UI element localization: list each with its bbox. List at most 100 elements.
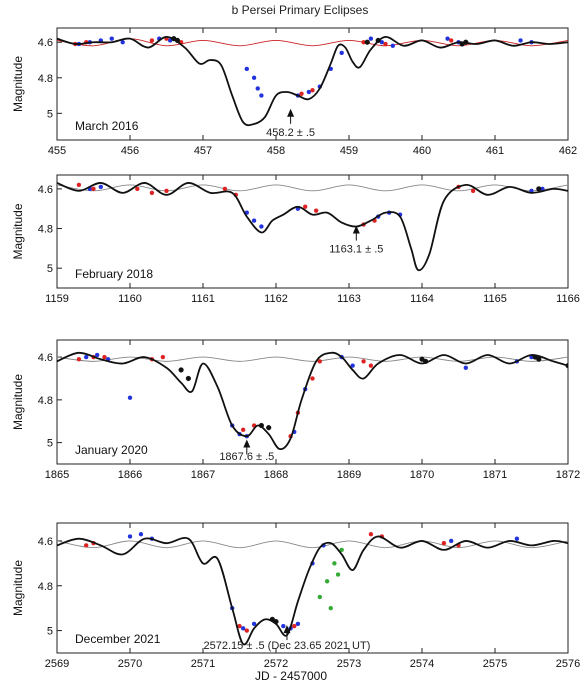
x-tick-label: 1871 (483, 469, 507, 481)
x-tick-label: 1865 (45, 469, 69, 481)
obs-point-blue (259, 224, 264, 229)
obs-point-green (328, 605, 333, 611)
x-tick-label: 457 (194, 145, 212, 157)
obs-point-blue (127, 534, 133, 539)
panel-frame (56, 27, 569, 141)
x-tick-label: 1868 (264, 469, 288, 481)
y-tick-label: 5 (47, 263, 53, 275)
panel-2: 1865 1866 1867 1868 1869 1870 1871 1872 4.6 4.8 5 M… (11, 339, 580, 481)
x-tick-label: 460 (413, 145, 431, 157)
obs-point-red (149, 190, 155, 196)
panel-epoch-label: December 2021 (75, 632, 161, 646)
x-tick-label: 1159 (45, 293, 69, 305)
y-axis-label: Magnitude (11, 374, 25, 430)
x-tick-label: 461 (486, 145, 504, 157)
obs-point-red (470, 188, 476, 194)
obs-point-blue (514, 536, 520, 541)
y-tick-label: 5 (47, 438, 53, 450)
plot-area (57, 532, 568, 646)
obs-point-red (222, 186, 228, 192)
obs-point-green (339, 547, 344, 553)
x-tick-label: 1166 (556, 293, 580, 305)
obs-point-blue (240, 626, 246, 631)
obs-point-red (240, 427, 246, 432)
y-tick-label: 4.6 (38, 352, 53, 364)
obs-point-black (178, 367, 184, 373)
panel-1: 1159 1160 1161 1162 1163 1164 1165 1166 4.6 4.8 5 M… (11, 174, 580, 305)
obs-point-blue (368, 36, 374, 41)
obs-point-red (449, 38, 454, 43)
obs-point-red (310, 376, 315, 381)
annotation-arrowhead (283, 625, 291, 634)
y-tick-label: 5 (47, 626, 53, 638)
annotation-label: 458.2 ± .5 (266, 127, 315, 139)
x-tick-label: 2571 (191, 658, 215, 670)
model-series-line (57, 35, 568, 127)
annotation-label: 1867.6 ± .5 (219, 451, 274, 463)
model-series-line (57, 535, 568, 646)
y-tick-label: 4.8 (38, 224, 53, 236)
panel-frame (56, 339, 569, 465)
y-tick-label: 4.8 (38, 581, 53, 593)
obs-point-blue (120, 40, 125, 45)
obs-point-red (299, 91, 304, 96)
obs-point-red (135, 186, 140, 192)
obs-point-blue (251, 621, 257, 627)
obs-point-red (102, 354, 107, 360)
obs-point-blue (518, 38, 523, 43)
obs-point-blue (94, 352, 100, 358)
y-axis-label: Magnitude (11, 203, 25, 259)
obs-point-blue (390, 43, 395, 48)
obs-point-blue (259, 93, 264, 98)
obs-point-blue (463, 365, 468, 370)
obs-point-blue (281, 623, 286, 629)
y-tick-label: 4.6 (38, 37, 53, 49)
y-tick-label: 4.6 (38, 184, 53, 196)
obs-point-black (185, 375, 192, 382)
x-tick-label: 1866 (118, 469, 142, 481)
obs-point-green (332, 561, 337, 566)
obs-point-blue (244, 66, 250, 72)
annotation-label: 2572.15 ± .5 (Dec 23.65 2021 UT) (204, 640, 371, 652)
y-axis-label: Magnitude (11, 560, 25, 616)
x-tick-label: 2573 (337, 658, 361, 670)
model-series-line (57, 351, 568, 451)
x-axis-label: JD - 2457000 (255, 669, 327, 683)
obs-point-green (317, 594, 322, 600)
obs-point-red (368, 363, 374, 368)
obs-point-green (335, 572, 341, 577)
x-tick-label: 456 (121, 145, 139, 157)
x-tick-label: 1870 (410, 469, 434, 481)
plot-area (57, 182, 568, 272)
obs-point-blue (339, 50, 344, 56)
obs-point-red (76, 182, 82, 188)
x-tick-label: 1867 (191, 469, 215, 481)
x-tick-label: 2575 (483, 658, 507, 670)
obs-point-red (441, 540, 447, 546)
obs-point-red (244, 628, 250, 633)
x-tick-label: 458 (267, 145, 285, 157)
y-axis-label: Magnitude (11, 56, 25, 112)
x-tick-label: 1160 (118, 293, 142, 305)
obs-point-blue (251, 75, 257, 80)
obs-point-red (149, 38, 155, 43)
x-tick-label: 2576 (556, 658, 580, 670)
panel-frame (56, 174, 569, 289)
obs-point-red (361, 359, 366, 364)
obs-point-red (383, 41, 388, 47)
plot-area (57, 35, 568, 127)
obs-point-red (164, 188, 169, 194)
obs-point-red (368, 532, 374, 537)
x-tick-label: 2570 (118, 658, 142, 670)
x-tick-label: 1162 (264, 293, 288, 305)
obs-point-blue (449, 538, 454, 544)
obs-point-red (91, 186, 96, 192)
panel-3: 2569 2570 2571 2572 2573 2574 2575 2576 4.6 4.8 5 M… (11, 522, 580, 670)
obs-point-blue (83, 354, 89, 360)
panel-0: 455 456 457 458 459 460 461 462 4.6 4.8 5 Magnitude… (11, 27, 577, 157)
obs-point-black (536, 356, 542, 362)
obs-point-blue (127, 395, 133, 400)
x-tick-label: 1164 (410, 293, 434, 305)
